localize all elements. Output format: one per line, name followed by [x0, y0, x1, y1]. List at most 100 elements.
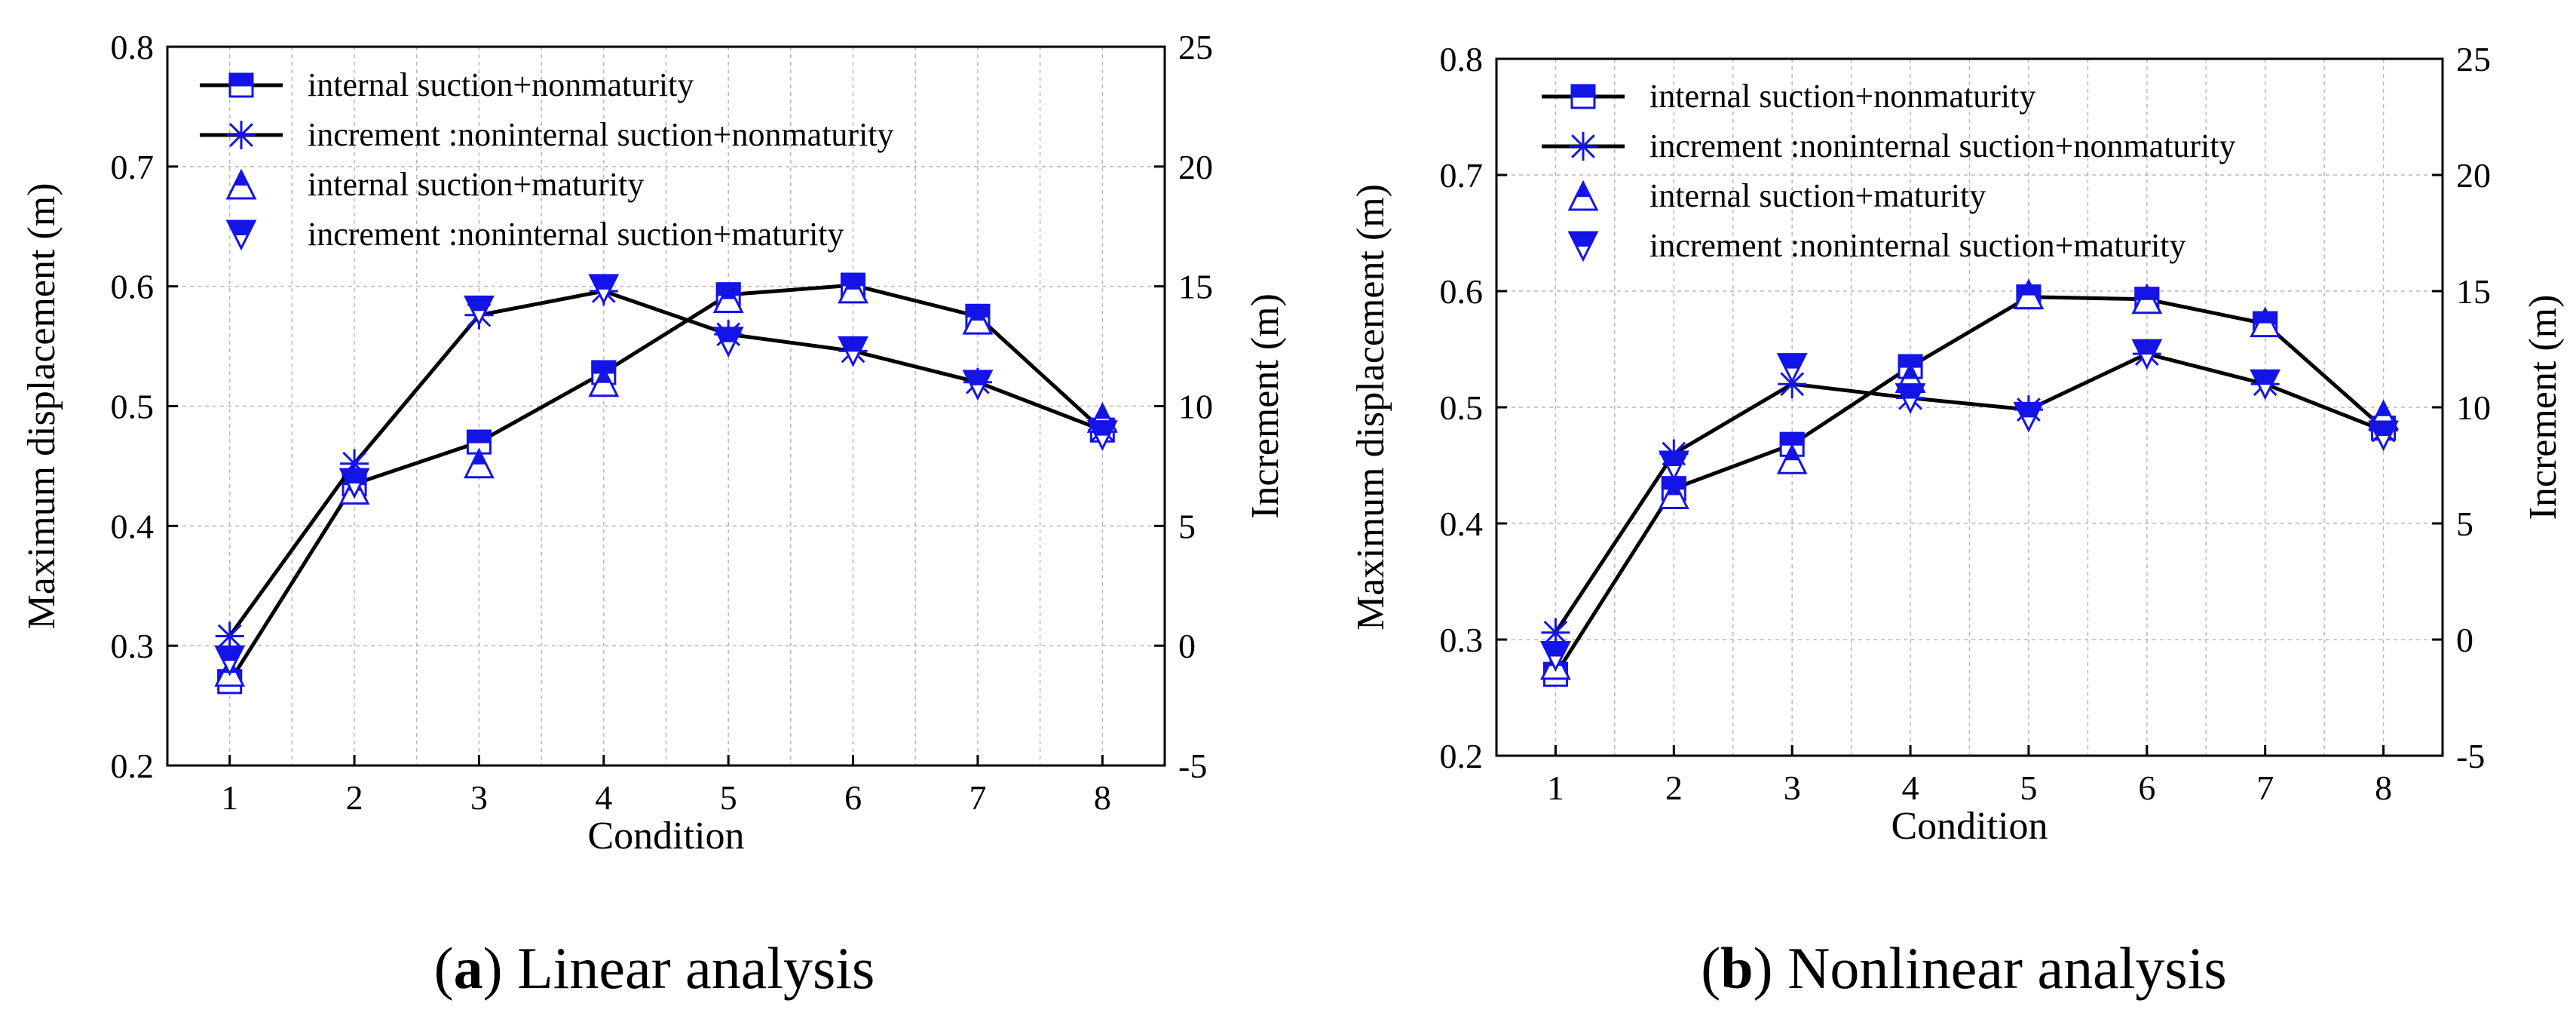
legend-label: increment :noninternal suction+maturity: [1649, 227, 2186, 264]
chart-panel-a: 0.2 0.3 0.4 0.5 0.6 0.7 0.8 -5 0 5 10 15 20 25 1 2 3 4 5 6 7…: [20, 28, 1287, 1001]
y2-tick-label: 15: [1178, 268, 1213, 306]
legend-label: internal suction+nonmaturity: [308, 66, 694, 103]
data-point-fill: [464, 296, 495, 311]
x-axis-label: Condition: [1891, 805, 2048, 848]
x-axis-label: Condition: [587, 815, 744, 858]
data-point-fill: [2014, 402, 2044, 418]
caption-paren-open: (: [1701, 935, 1720, 1001]
x-tick-label: 7: [969, 778, 986, 817]
data-point-fill: [1895, 383, 1925, 399]
x-tick-label: 8: [1094, 778, 1111, 817]
y2-axis-label: Increment (m): [1244, 293, 1287, 519]
y2-tick-label: 10: [1178, 388, 1213, 426]
data-point-fill: [1784, 444, 1800, 461]
y2-tick-label: 20: [2456, 156, 2491, 195]
data-point-fill: [2257, 307, 2274, 324]
legend-marker: [1569, 132, 1597, 161]
y2-tick-label: -5: [1178, 747, 1207, 785]
data-point-fill: [1094, 403, 1110, 419]
chart-panel-b: 0.2 0.3 0.4 0.5 0.6 0.7 0.8 -5 0 5 10 15 20 25 1 2 3 4 5 6 7…: [1349, 40, 2565, 1001]
panel-caption: (b) Nonlinear analysis: [1701, 935, 2227, 1001]
y-tick-label: 0.2: [1440, 737, 1484, 775]
x-tick-label: 4: [595, 778, 612, 817]
data-point-fill: [2375, 400, 2392, 416]
x-tick-label: 3: [470, 778, 488, 817]
y-tick-label: 0.8: [111, 28, 155, 66]
y-tick-label: 0.6: [111, 268, 155, 306]
data-point-fill: [466, 429, 492, 443]
grid: [167, 46, 1165, 766]
y-tick-label: 0.4: [1440, 505, 1484, 543]
series-line: [228, 283, 1104, 683]
data-point-fill: [2139, 284, 2155, 300]
y2-tick-label: 15: [2456, 272, 2491, 311]
y2-tick-label: 25: [1178, 28, 1213, 66]
data-point-fill: [844, 273, 862, 290]
legend-label: internal suction+nonmaturity: [1649, 78, 2035, 115]
series-line: [228, 289, 1104, 637]
y2-tick-label: 0: [2456, 621, 2473, 659]
x-tick-label: 6: [2138, 769, 2155, 807]
caption-text: ) Nonlinear analysis: [1754, 935, 2227, 1001]
data-point-fill: [838, 336, 868, 352]
legend-label: increment :noninternal suction+nonmaturi…: [308, 116, 894, 153]
legend-marker-fill: [233, 169, 250, 186]
legend-marker-fill: [228, 72, 254, 87]
data-point-fill: [2132, 339, 2162, 355]
x-tick-label: 2: [346, 778, 363, 817]
series-4: [214, 274, 1118, 677]
legend-marker-fill: [226, 220, 256, 235]
y-tick-label: 0.3: [111, 627, 155, 665]
data-point-fill: [1777, 353, 1807, 369]
data-point-fill: [1665, 479, 1682, 496]
data-point-fill: [1779, 431, 1805, 446]
legend-marker: [227, 121, 256, 149]
data-point-fill: [215, 646, 245, 661]
x-tick-label: 1: [221, 778, 238, 817]
y-tick-label: 0.2: [111, 747, 155, 785]
grid: [1496, 58, 2443, 756]
data-point-fill: [470, 448, 488, 465]
data-point-fill: [713, 327, 743, 342]
series-4: [1540, 339, 2399, 672]
data-point-fill: [969, 304, 986, 321]
y2-tick-label: 5: [1178, 507, 1196, 545]
y-tick-label: 0.6: [1440, 272, 1484, 311]
y2-axis-label: Increment (m): [2522, 295, 2565, 520]
x-tick-label: 3: [1784, 769, 1801, 807]
data-point-fill: [2250, 370, 2280, 385]
data-point-fill: [1087, 420, 1117, 436]
legend-label: internal suction+maturity: [1649, 177, 1986, 214]
data-point-fill: [589, 274, 619, 290]
data-point-fill: [720, 283, 737, 299]
legend-marker-fill: [1570, 84, 1596, 98]
data-point-fill: [1659, 451, 1689, 466]
data-point-fill: [1540, 641, 1571, 657]
legend: internal suction+nonmaturity increment :n…: [1542, 78, 2236, 264]
series-line: [1554, 351, 2385, 634]
data-point-fill: [596, 367, 612, 383]
y-axis-label: Maximum displacement (m): [1349, 184, 1392, 631]
x-tick-label: 4: [1902, 769, 1919, 807]
y-tick-label: 0.3: [1440, 621, 1484, 659]
legend-label: increment :noninternal suction+nonmaturi…: [1649, 127, 2236, 164]
legend: internal suction+nonmaturity increment :n…: [200, 66, 894, 253]
data-point-fill: [2368, 420, 2399, 436]
x-tick-label: 5: [720, 778, 737, 817]
x-tick-label: 2: [1665, 769, 1683, 807]
legend-label: internal suction+maturity: [308, 166, 644, 203]
caption-letter: a: [454, 935, 483, 1001]
y2-tick-label: -5: [2456, 737, 2485, 775]
x-tick-label: 1: [1547, 769, 1564, 807]
y2-tick-label: 25: [2456, 40, 2491, 78]
data-point-fill: [1902, 363, 1919, 379]
x-tick-label: 7: [2256, 769, 2274, 807]
x-tick-label: 5: [2020, 769, 2037, 807]
y2-tick-label: 10: [2456, 388, 2491, 427]
y-tick-label: 0.4: [111, 507, 155, 545]
y2-tick-label: 5: [2456, 505, 2473, 543]
caption-letter: b: [1720, 935, 1753, 1001]
y-tick-label: 0.5: [111, 388, 155, 426]
panel-caption: (a) Linear analysis: [434, 935, 875, 1001]
